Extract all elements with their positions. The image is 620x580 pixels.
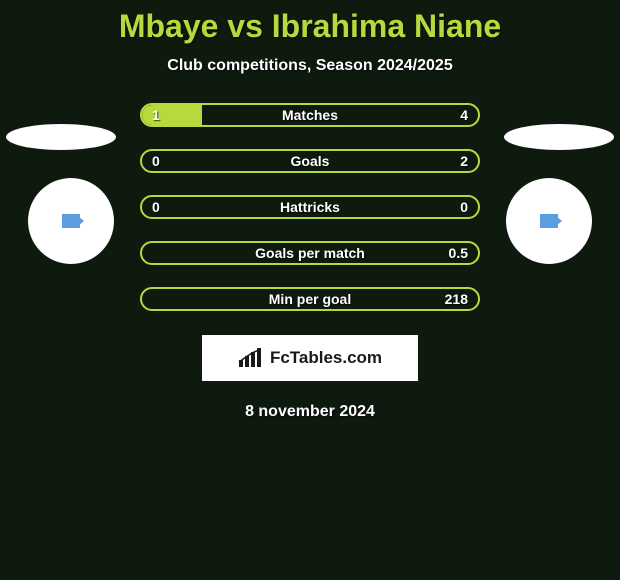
bar-chart-icon bbox=[238, 348, 264, 368]
stat-row: 0 Goals 2 bbox=[140, 149, 480, 173]
site-label: FcTables.com bbox=[270, 348, 382, 368]
site-attribution: FcTables.com bbox=[202, 335, 418, 381]
stat-value-right: 0.5 bbox=[449, 245, 468, 261]
stat-label: Min per goal bbox=[269, 291, 351, 307]
stat-value-left: 0 bbox=[152, 153, 160, 169]
stat-label: Hattricks bbox=[280, 199, 340, 215]
team-badge-ellipse-right bbox=[504, 124, 614, 150]
placeholder-flag-icon bbox=[540, 214, 558, 228]
stat-label: Goals per match bbox=[255, 245, 365, 261]
date-stamp: 8 november 2024 bbox=[0, 403, 620, 421]
stat-label: Goals bbox=[291, 153, 330, 169]
page-subtitle: Club competitions, Season 2024/2025 bbox=[0, 57, 620, 75]
stat-rows: 1 Matches 4 0 Goals 2 0 Hattricks 0 Goals per mat… bbox=[140, 103, 480, 311]
team-badge-ellipse-left bbox=[6, 124, 116, 150]
stat-label: Matches bbox=[282, 107, 338, 123]
stat-value-right: 4 bbox=[460, 107, 468, 123]
stat-row: Goals per match 0.5 bbox=[140, 241, 480, 265]
stat-row: Min per goal 218 bbox=[140, 287, 480, 311]
stat-row: 0 Hattricks 0 bbox=[140, 195, 480, 219]
stat-row: 1 Matches 4 bbox=[140, 103, 480, 127]
team-logo-left bbox=[28, 178, 114, 264]
stat-value-left: 1 bbox=[152, 107, 160, 123]
stat-value-right: 0 bbox=[460, 199, 468, 215]
team-logo-right bbox=[506, 178, 592, 264]
placeholder-flag-icon bbox=[62, 214, 80, 228]
stat-value-right: 2 bbox=[460, 153, 468, 169]
stat-value-left: 0 bbox=[152, 199, 160, 215]
page-title: Mbaye vs Ibrahima Niane bbox=[0, 8, 620, 45]
stat-value-right: 218 bbox=[445, 291, 468, 307]
